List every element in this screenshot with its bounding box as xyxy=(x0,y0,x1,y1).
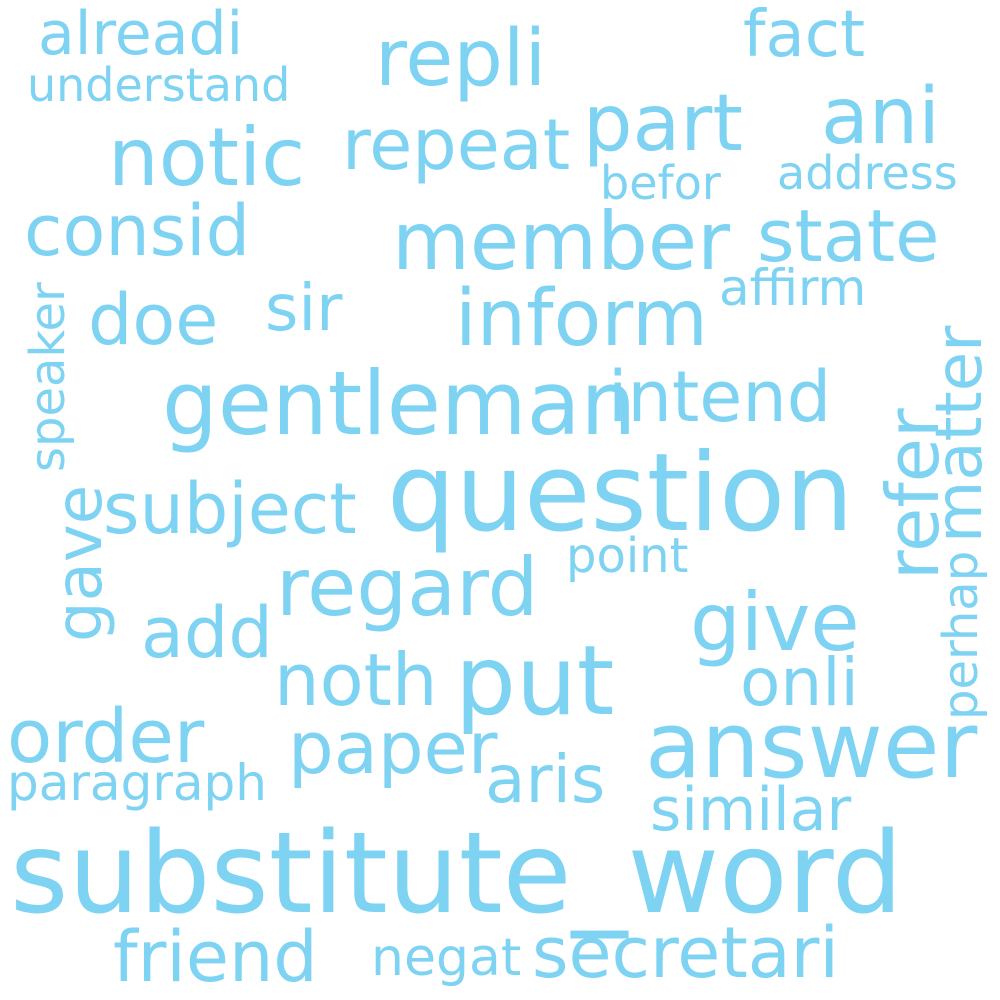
word-put: put xyxy=(455,625,615,737)
word-understand: understand xyxy=(27,58,291,112)
word-affirm: affirm xyxy=(719,259,867,317)
word-question: question xyxy=(387,431,854,556)
word-ani: ani xyxy=(821,72,940,162)
word-give: give xyxy=(690,576,860,669)
word-matter: matter xyxy=(923,325,997,543)
word-regard: regard xyxy=(276,541,539,634)
word-notic: notic xyxy=(108,111,306,204)
word-intend: intend xyxy=(608,356,832,438)
word-repeat: repeat xyxy=(342,104,571,186)
word-doe: doe xyxy=(88,279,219,361)
word-fact: fact xyxy=(743,0,866,72)
word-subject: subject xyxy=(103,468,357,550)
word-alreadi: alreadi xyxy=(38,0,244,69)
word-aris: aris xyxy=(485,741,606,818)
word-sir: sir xyxy=(265,272,343,346)
word-friend: friend xyxy=(113,916,318,998)
word-consid: consid xyxy=(24,190,251,272)
word-noth: noth xyxy=(274,638,438,722)
word-state: state xyxy=(757,194,940,278)
word-gentleman: gentleman xyxy=(162,352,637,455)
word-inform: inform xyxy=(455,274,708,364)
word-befor: befor xyxy=(600,156,721,210)
word-order: order xyxy=(7,694,205,780)
word-speaker: speaker xyxy=(20,282,76,472)
word-onli: onli xyxy=(740,644,859,721)
word-member: member xyxy=(392,195,730,288)
word-paragraph: paragraph xyxy=(7,754,267,812)
word-substitute-word: substitute_word xyxy=(10,809,903,939)
word-negat: negat xyxy=(371,928,522,988)
word-point: point xyxy=(566,528,689,584)
word-paper: paper xyxy=(288,706,498,790)
word-similar: similar xyxy=(650,775,852,845)
word-answer: answer xyxy=(645,692,978,799)
word-part: part xyxy=(583,79,743,169)
word-address: address xyxy=(777,146,958,200)
word-repli: repli xyxy=(375,14,547,104)
word-secretari: secretari xyxy=(532,912,839,994)
word-add: add xyxy=(141,592,273,674)
